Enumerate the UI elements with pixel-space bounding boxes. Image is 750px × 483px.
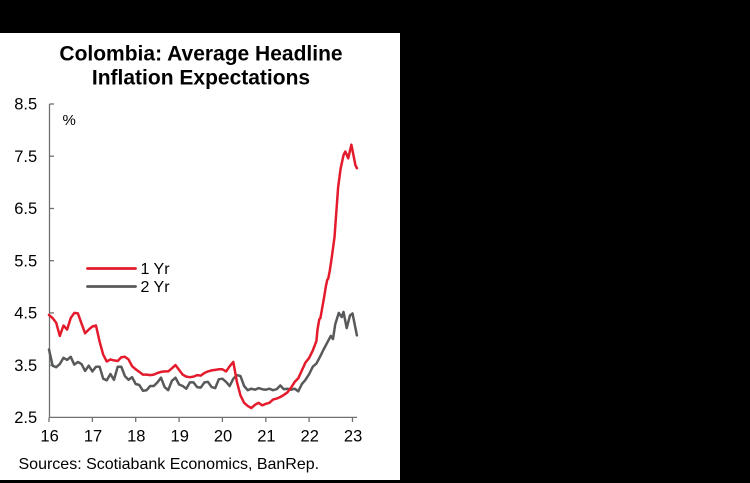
svg-text:21: 21: [257, 427, 275, 445]
svg-text:7.5: 7.5: [14, 148, 37, 166]
svg-text:3.5: 3.5: [14, 357, 37, 375]
svg-text:8.5: 8.5: [14, 96, 37, 114]
svg-text:2.5: 2.5: [14, 409, 37, 427]
svg-text:Colombia: Average Headline: Colombia: Average Headline: [59, 42, 342, 65]
svg-text:Sources: Scotiabank Economics,: Sources: Scotiabank Economics, BanRep.: [19, 456, 320, 473]
svg-text:5.5: 5.5: [14, 252, 37, 270]
svg-text:1 Yr: 1 Yr: [141, 261, 171, 278]
svg-text:6.5: 6.5: [14, 200, 37, 218]
svg-text:23: 23: [344, 427, 362, 445]
svg-text:19: 19: [171, 427, 189, 445]
svg-text:20: 20: [214, 427, 232, 445]
svg-text:4.5: 4.5: [14, 305, 37, 323]
svg-text:%: %: [63, 112, 76, 129]
svg-text:2 Yr: 2 Yr: [141, 279, 171, 296]
svg-text:18: 18: [127, 427, 145, 445]
svg-text:22: 22: [301, 427, 319, 445]
svg-text:16: 16: [40, 427, 58, 445]
svg-text:17: 17: [84, 427, 102, 445]
svg-text:Inflation Expectations: Inflation Expectations: [92, 66, 310, 89]
